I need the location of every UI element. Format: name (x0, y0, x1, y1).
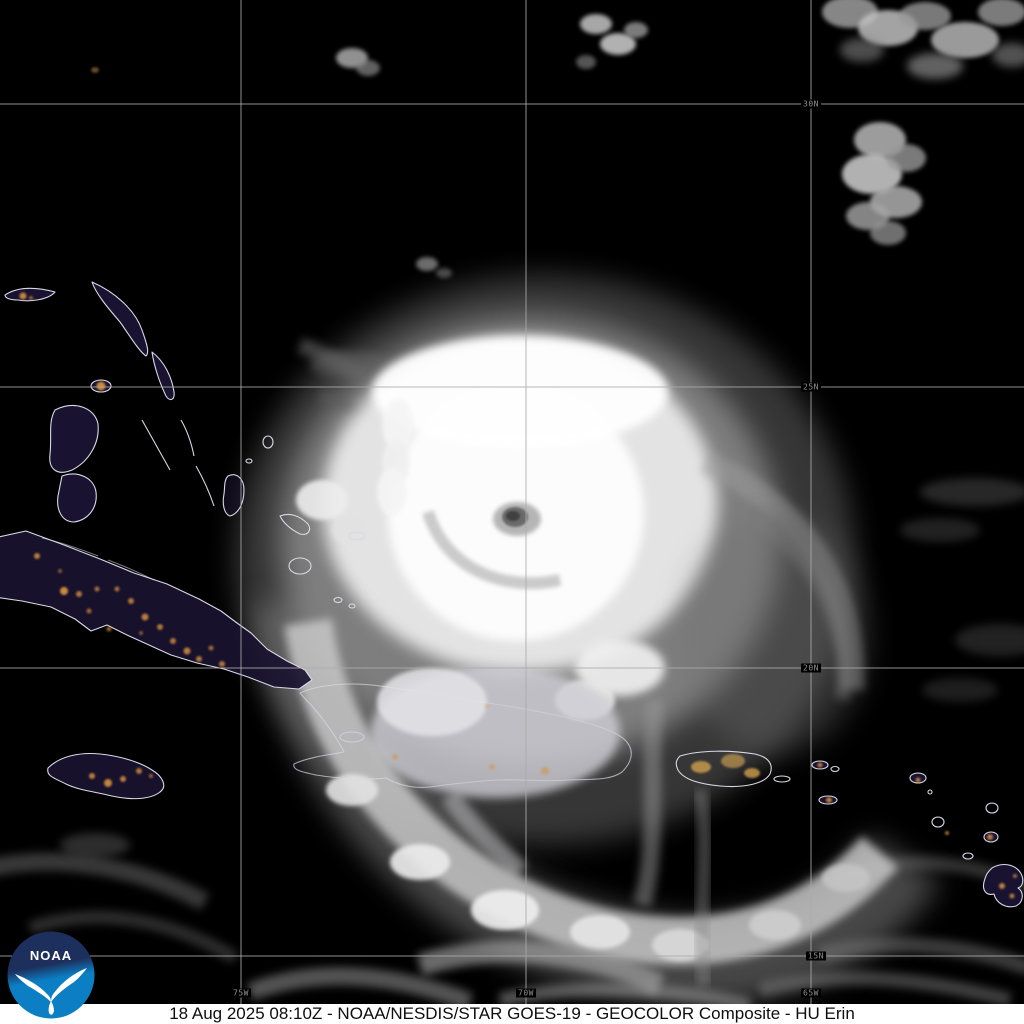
island-puerto-rico (675, 750, 772, 788)
caption-bar: 18 Aug 2025 08:10Z - NOAA/NESDIS/STAR GO… (0, 1004, 1024, 1024)
grid-label-30n: 30N (801, 99, 821, 109)
grid-label-75w: 75W (231, 988, 251, 998)
grid-label-65w: 65W (801, 988, 821, 998)
seagull-icon (15, 968, 87, 1015)
city-lights (19, 292, 1017, 899)
noaa-logo-text: NOAA (29, 948, 73, 963)
noaa-logo: NOAA (7, 931, 95, 1019)
grid-label-70w: 70W (516, 988, 536, 998)
noaa-emblem (7, 931, 95, 1019)
hurricane-erin (235, 275, 941, 1005)
islands-bahamas (4, 281, 366, 609)
grid-label-25n: 25N (801, 382, 821, 392)
grid-label-15n: 15N (806, 951, 826, 961)
island-jamaica (47, 752, 165, 800)
hispaniola-overcast (370, 666, 620, 879)
caption-text: 18 Aug 2025 08:10Z - NOAA/NESDIS/STAR GO… (169, 1004, 855, 1023)
grid-label-20n: 20N (801, 663, 821, 673)
island-cuba (0, 530, 313, 690)
